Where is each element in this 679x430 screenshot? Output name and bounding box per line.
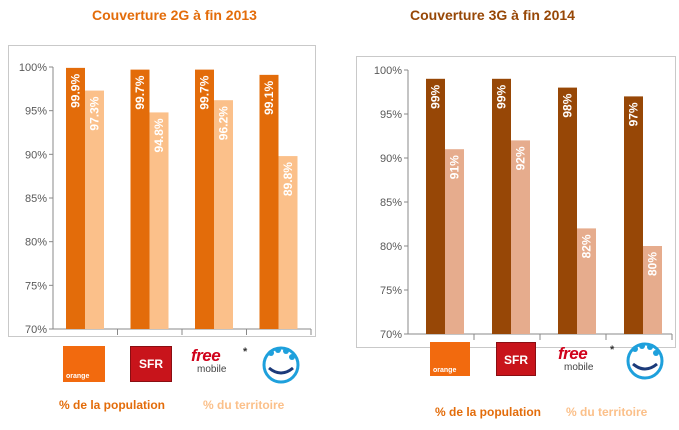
data-label: 97.3% bbox=[88, 96, 102, 130]
data-label: 99.7% bbox=[133, 75, 147, 109]
bar-territory bbox=[577, 228, 596, 334]
orange-logo: orange bbox=[63, 346, 105, 382]
bar-population bbox=[130, 69, 150, 330]
y-tick-label: 70% bbox=[25, 324, 47, 336]
data-label: 99.7% bbox=[198, 75, 212, 109]
y-tick-label: 85% bbox=[25, 193, 47, 205]
orange-logo-text: orange bbox=[66, 373, 90, 380]
orange-logo: orange bbox=[430, 342, 470, 376]
orange-logo-text: orange bbox=[433, 367, 457, 374]
y-tick-label: 100% bbox=[374, 65, 402, 77]
data-label: 92% bbox=[514, 146, 528, 170]
data-label: 91% bbox=[448, 155, 462, 179]
data-label: 99.1% bbox=[262, 81, 276, 115]
data-label: 99% bbox=[495, 84, 509, 108]
legend-population: % de la population bbox=[435, 405, 542, 419]
sfr-logo: SFR bbox=[130, 346, 172, 382]
sfr-logo: SFR bbox=[496, 342, 536, 376]
y-tick-label: 95% bbox=[380, 109, 402, 121]
bar-population bbox=[624, 96, 643, 335]
bar-territory bbox=[445, 149, 464, 334]
bar-population bbox=[558, 87, 577, 334]
chart-panel-2g: Couverture 2G à fin 2013 70% 75% 80% 85% 90%… bbox=[8, 7, 316, 412]
data-label: 94.8% bbox=[152, 118, 166, 152]
y-tick-label: 75% bbox=[380, 285, 402, 297]
y-tick-label: 75% bbox=[25, 280, 47, 292]
bar-population bbox=[426, 78, 445, 334]
asterisk-note: * bbox=[243, 346, 248, 358]
bar-chart-2g: 70% 75% 80% 85% 90% 95% 100% 99.9% 97.3% 99.7% 94.… bbox=[19, 62, 312, 336]
chart-panel-3g: Couverture 3G à fin 2014 70% 75% 80% 85% 90%… bbox=[340, 0, 679, 430]
data-label: 89.8% bbox=[281, 162, 295, 196]
sfr-logo-text: SFR bbox=[504, 353, 528, 367]
bar-territory bbox=[511, 140, 530, 334]
data-label: 80% bbox=[646, 252, 660, 276]
free-logo-text: free bbox=[558, 344, 588, 363]
bar-population bbox=[66, 67, 85, 329]
bar-chart-3g: 70% 75% 80% 85% 90% 95% 100% 99% 91% 99% 92% 98% 82%… bbox=[374, 65, 673, 341]
data-label: 98% bbox=[561, 93, 575, 117]
free-mobile-logo: free mobile * bbox=[558, 344, 614, 380]
bar-population bbox=[259, 74, 279, 329]
chart-title-3g: Couverture 3G à fin 2014 bbox=[410, 7, 575, 23]
mobile-logo-text: mobile bbox=[564, 362, 594, 373]
bar-territory bbox=[214, 100, 233, 329]
free-mobile-logo: free mobile * bbox=[191, 346, 247, 382]
mobile-logo-text: mobile bbox=[197, 364, 227, 375]
bar-territory bbox=[278, 156, 298, 329]
y-tick-label: 100% bbox=[19, 62, 47, 74]
y-tick-label: 80% bbox=[25, 237, 47, 249]
bar-territory bbox=[85, 90, 104, 329]
y-tick-label: 70% bbox=[380, 329, 402, 341]
bouygues-telecom-logo bbox=[262, 346, 300, 384]
data-label: 96.2% bbox=[217, 106, 231, 140]
data-label: 99.9% bbox=[69, 74, 83, 108]
bar-population bbox=[195, 69, 214, 330]
asterisk-note: * bbox=[610, 344, 615, 356]
data-label: 99% bbox=[429, 84, 443, 108]
bar-population bbox=[492, 78, 511, 334]
y-tick-label: 90% bbox=[380, 153, 402, 165]
legend-population: % de la population bbox=[59, 398, 166, 412]
data-label: 82% bbox=[580, 234, 594, 258]
plot-area-2g bbox=[8, 45, 316, 337]
free-logo-text: free bbox=[191, 346, 221, 365]
bouygues-telecom-logo bbox=[626, 342, 664, 380]
y-tick-label: 90% bbox=[25, 149, 47, 161]
y-tick-label: 95% bbox=[25, 106, 47, 118]
chart-title-2g: Couverture 2G à fin 2013 bbox=[92, 7, 257, 23]
sfr-logo-text: SFR bbox=[139, 357, 163, 371]
y-tick-label: 80% bbox=[380, 241, 402, 253]
legend-territory: % du territoire bbox=[203, 398, 285, 412]
y-tick-label: 85% bbox=[380, 197, 402, 209]
legend-territory: % du territoire bbox=[566, 405, 648, 419]
data-label: 97% bbox=[627, 102, 641, 126]
bar-territory bbox=[643, 246, 662, 334]
bar-territory bbox=[149, 112, 169, 329]
